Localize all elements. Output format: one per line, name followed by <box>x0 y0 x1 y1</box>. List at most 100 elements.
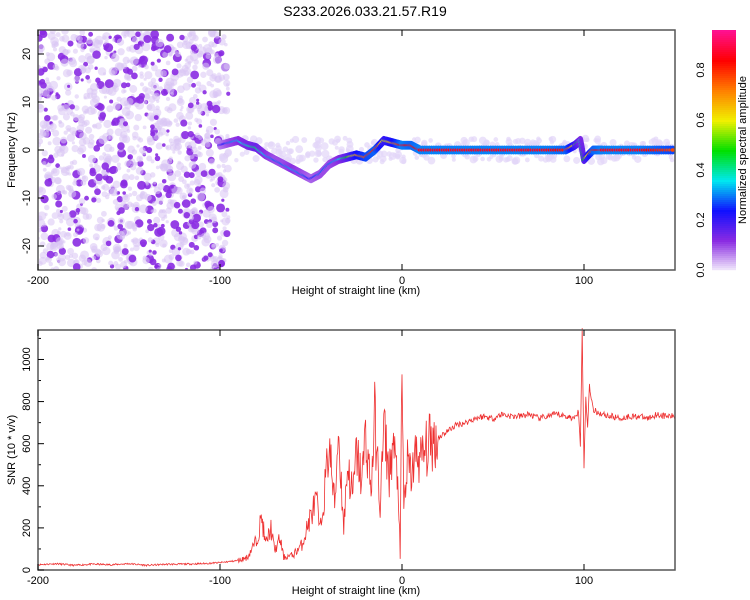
noise-blob <box>44 114 51 122</box>
noise-blob <box>85 75 90 80</box>
noise-blob <box>158 209 167 219</box>
noise-blob <box>77 147 84 155</box>
colorbar-segment <box>712 80 736 83</box>
noise-blob <box>131 65 138 72</box>
noise-blob <box>190 70 200 80</box>
noise-blob <box>222 181 231 190</box>
noise-blob <box>210 260 219 269</box>
noise-blob <box>386 151 392 157</box>
noise-blob <box>126 59 131 63</box>
noise-blob <box>153 115 159 120</box>
noise-blob <box>222 177 228 183</box>
noise-blob <box>39 251 47 259</box>
colorbar-segment <box>712 252 736 255</box>
noise-blob <box>108 260 114 266</box>
noise-blob <box>203 255 209 261</box>
noise-blob <box>631 155 637 160</box>
colorbar-segment <box>712 234 736 237</box>
noise-blob <box>47 141 52 146</box>
noise-blob <box>538 155 545 162</box>
noise-blob <box>313 140 322 149</box>
colorbar-segment <box>712 210 736 213</box>
noise-blob <box>86 37 93 45</box>
colorbar-segment <box>712 64 736 67</box>
noise-blob <box>414 155 420 160</box>
noise-blob <box>189 180 195 186</box>
noise-blob <box>126 30 136 38</box>
noise-blob <box>176 63 182 69</box>
noise-blob <box>165 60 171 66</box>
noise-blob <box>174 170 182 178</box>
colorbar-segment <box>712 266 736 269</box>
noise-blob <box>181 199 191 208</box>
noise-blob <box>498 157 504 162</box>
noise-blob <box>76 228 80 232</box>
noise-blob <box>150 77 157 84</box>
x-tick-label: -100 <box>209 575 231 587</box>
noise-blob <box>142 125 147 130</box>
noise-blob <box>155 38 164 48</box>
noise-blob <box>72 237 82 247</box>
noise-blob <box>65 124 72 131</box>
noise-blob <box>197 50 204 57</box>
noise-blob <box>221 239 229 247</box>
noise-blob <box>96 80 105 90</box>
noise-blob <box>372 156 379 163</box>
noise-blob <box>76 124 85 133</box>
y-tick-label: 600 <box>21 435 33 453</box>
noise-blob <box>176 41 184 49</box>
noise-blob <box>163 45 172 53</box>
noise-blob <box>195 169 203 177</box>
noise-blob <box>211 104 221 114</box>
noise-blob <box>55 184 65 194</box>
noise-blob <box>211 183 216 188</box>
noise-blob <box>108 35 112 39</box>
noise-blob <box>88 31 94 37</box>
noise-blob <box>150 159 155 164</box>
noise-blob <box>234 158 239 163</box>
noise-blob <box>66 232 71 237</box>
noise-blob <box>72 48 78 54</box>
noise-blob <box>65 171 69 175</box>
noise-blob <box>165 191 172 199</box>
colorbar-segment <box>712 60 736 63</box>
noise-blob <box>192 213 201 223</box>
noise-blob <box>124 102 131 110</box>
noise-blob <box>218 259 226 268</box>
colorbar-segment <box>712 42 736 45</box>
noise-blob <box>141 42 151 52</box>
noise-blob <box>179 34 185 41</box>
noise-blob <box>102 152 107 156</box>
noise-blob <box>210 176 215 181</box>
noise-blob <box>129 56 139 66</box>
colorbar-tick-label: 0.0 <box>695 262 707 277</box>
noise-blob <box>55 208 61 214</box>
colorbar-segment <box>712 192 736 195</box>
colorbar-segment <box>712 198 736 201</box>
noise-blob <box>217 176 224 183</box>
noise-blob <box>136 155 144 163</box>
noise-blob <box>202 44 212 53</box>
x-tick-label: 100 <box>575 275 593 287</box>
noise-blob <box>264 142 270 148</box>
noise-blob <box>218 155 225 162</box>
noise-blob <box>180 105 184 110</box>
noise-blob <box>188 161 197 169</box>
noise-blob <box>154 155 161 162</box>
noise-blob <box>563 155 571 163</box>
colorbar-segment <box>712 262 736 265</box>
noise-blob <box>118 256 123 262</box>
noise-blob <box>38 211 47 221</box>
noise-blob <box>185 111 194 120</box>
colorbar-segment <box>712 186 736 189</box>
noise-blob <box>123 89 127 93</box>
noise-blob <box>82 154 86 158</box>
y-tick-label: 200 <box>21 519 33 537</box>
noise-blob <box>173 118 179 123</box>
colorbar-segment <box>712 138 736 141</box>
colorbar-segment <box>712 200 736 203</box>
noise-blob <box>47 178 52 182</box>
noise-blob <box>72 263 81 270</box>
noise-blob <box>165 96 171 102</box>
noise-blob <box>181 130 190 140</box>
